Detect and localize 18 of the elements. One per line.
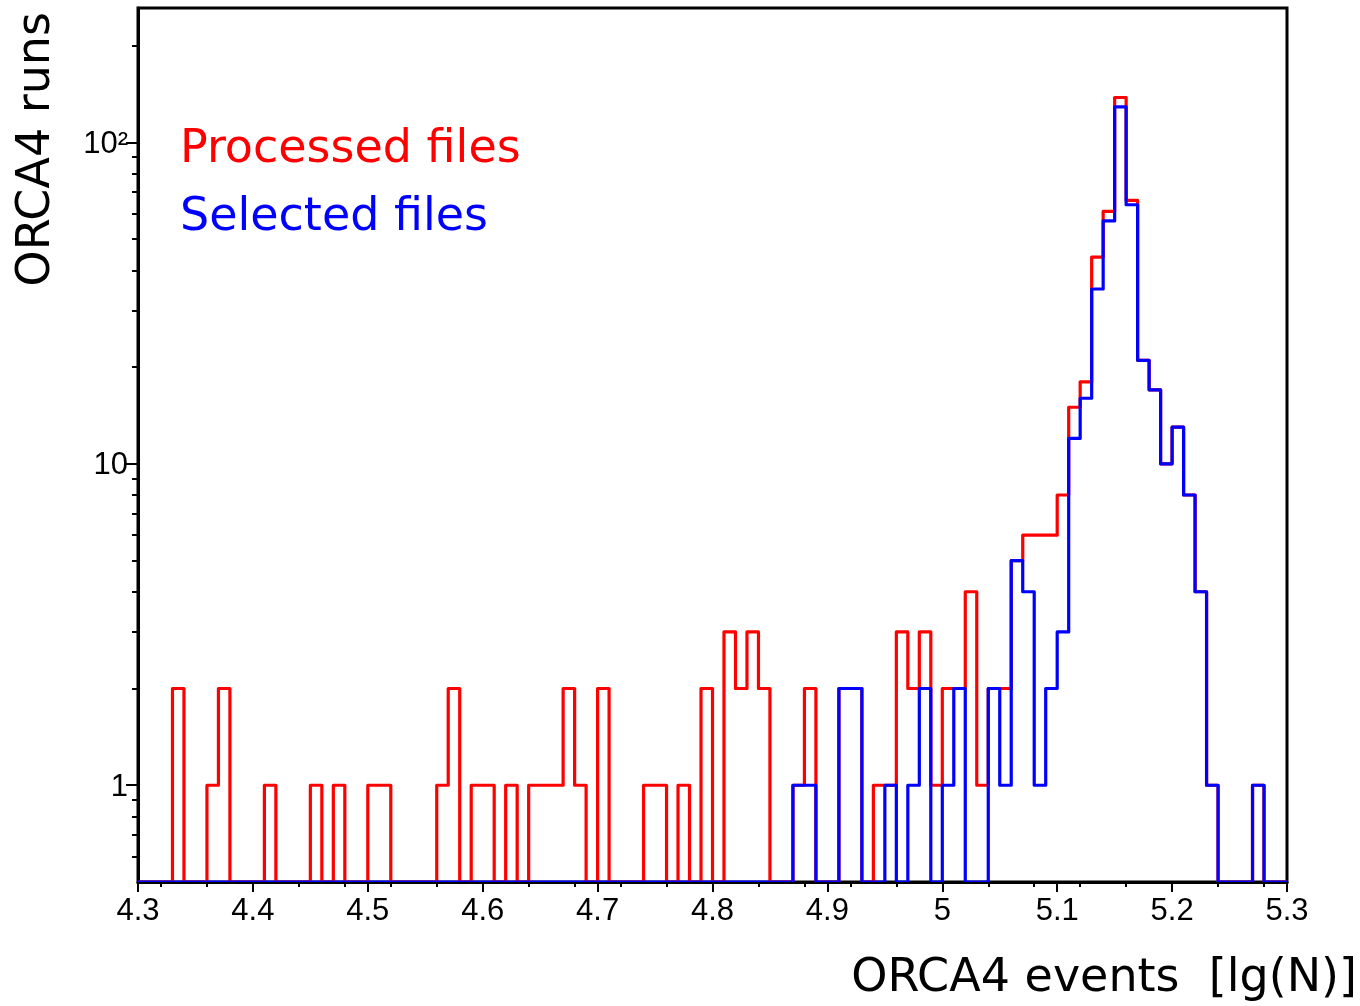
text: Processed files bbox=[180, 119, 521, 173]
x-tick-label: 4.9 bbox=[805, 892, 849, 927]
x-tick-label: 4.7 bbox=[576, 892, 620, 927]
x-tick-label: 4.6 bbox=[461, 892, 505, 927]
y-tick-label: 10² bbox=[83, 124, 128, 160]
x-tick-label: 4.5 bbox=[346, 892, 390, 927]
x-tick-label: 4.3 bbox=[116, 892, 160, 927]
x-axis-title: ORCA4 events [lg(N)] bbox=[851, 948, 1357, 1002]
y-axis-title: ORCA4 runs bbox=[6, 12, 60, 287]
x-tick-label: 5.1 bbox=[1035, 892, 1079, 927]
y-tick-label: 1 bbox=[110, 767, 128, 803]
x-tick-label: 5.3 bbox=[1265, 892, 1309, 927]
text: Selected files bbox=[180, 187, 489, 241]
y-tick-label: 10 bbox=[93, 446, 128, 482]
x-tick-label: 5 bbox=[933, 892, 951, 927]
x-tick-label: 4.4 bbox=[231, 892, 275, 927]
x-tick-label: 5.2 bbox=[1150, 892, 1194, 927]
x-tick-label: 4.8 bbox=[690, 892, 735, 927]
